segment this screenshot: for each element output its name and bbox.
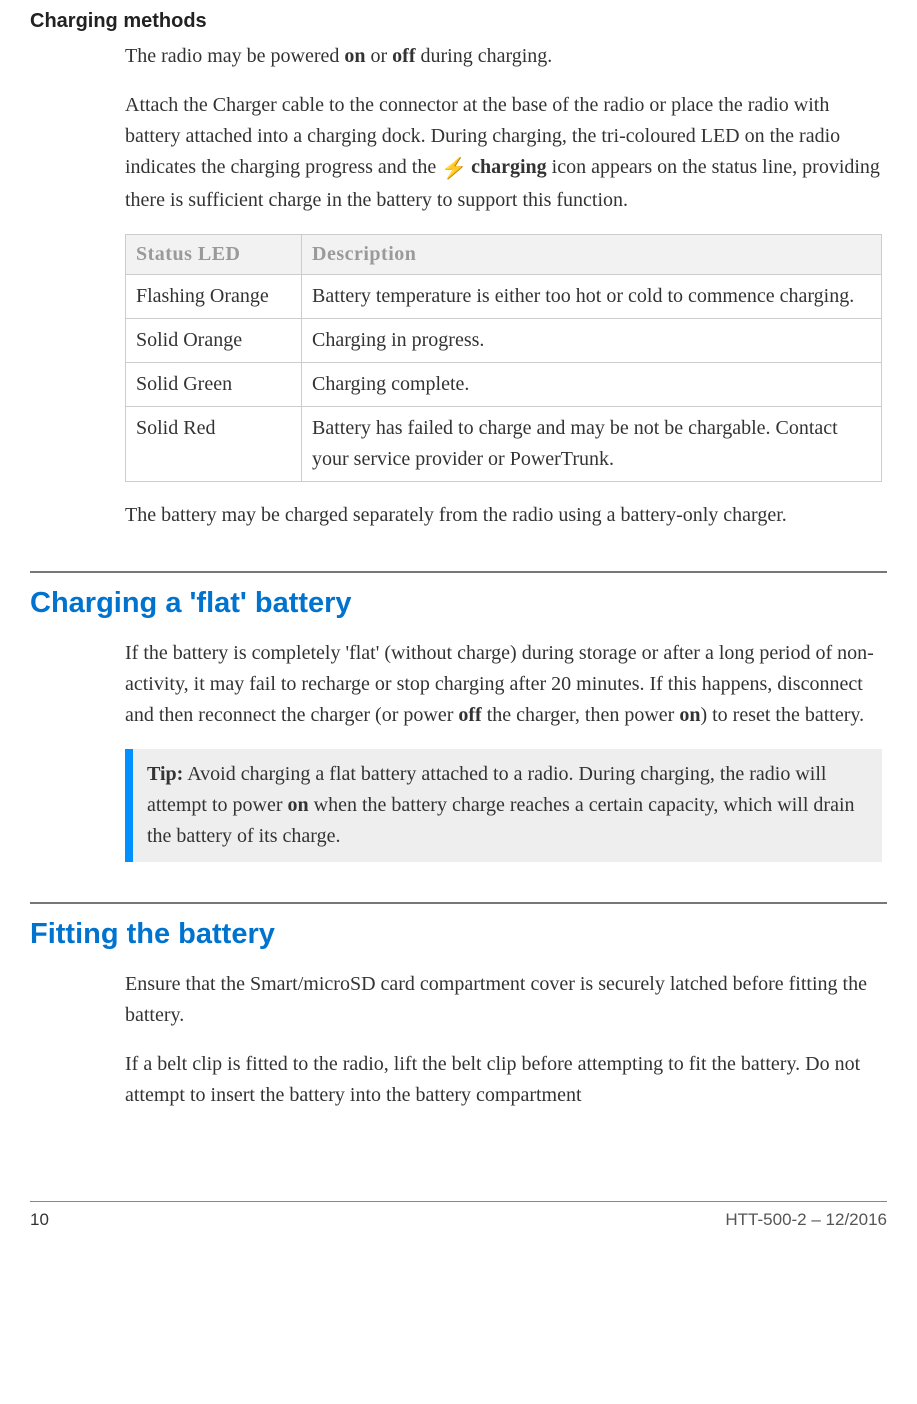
- led-cell: Solid Green: [126, 363, 302, 407]
- table-header-row: Status LED Description: [126, 235, 882, 275]
- section-divider: [30, 571, 887, 573]
- section-divider: [30, 902, 887, 904]
- page-footer: 10 HTT-500-2 – 12/2016: [30, 1201, 887, 1230]
- fitting-battery-heading: Fitting the battery: [30, 918, 887, 951]
- table-row: Solid Red Battery has failed to charge a…: [126, 407, 882, 482]
- on-bold: on: [679, 704, 700, 726]
- charging-icon: ⚡: [441, 154, 466, 185]
- col-status-led: Status LED: [126, 235, 302, 275]
- table-row: Solid Green Charging complete.: [126, 363, 882, 407]
- charging-flat-heading: Charging a 'flat' battery: [30, 587, 887, 620]
- desc-cell: Battery temperature is either too hot or…: [302, 275, 882, 319]
- tip-callout: Tip: Avoid charging a flat battery attac…: [125, 749, 882, 862]
- desc-cell: Charging in progress.: [302, 319, 882, 363]
- page-number: 10: [30, 1210, 49, 1230]
- fit-para-2: If a belt clip is fitted to the radio, l…: [125, 1049, 882, 1111]
- on-bold: on: [344, 45, 365, 67]
- off-bold: off: [392, 45, 415, 67]
- text: The radio may be powered: [125, 45, 344, 67]
- table-row: Solid Orange Charging in progress.: [126, 319, 882, 363]
- fit-para-1: Ensure that the Smart/microSD card compa…: [125, 969, 882, 1031]
- flat-para-1: If the battery is completely 'flat' (wit…: [125, 638, 882, 731]
- doc-id: HTT-500-2 – 12/2016: [725, 1210, 887, 1230]
- text: the charger, then power: [482, 704, 680, 726]
- tip-label: Tip:: [147, 763, 183, 785]
- led-cell: Flashing Orange: [126, 275, 302, 319]
- table-row: Flashing Orange Battery temperature is e…: [126, 275, 882, 319]
- charging-methods-heading: Charging methods: [30, 10, 887, 33]
- text: during charging.: [415, 45, 552, 67]
- on-bold: on: [288, 794, 309, 816]
- desc-cell: Battery has failed to charge and may be …: [302, 407, 882, 482]
- cm-para-1: The radio may be powered on or off durin…: [125, 41, 882, 72]
- off-bold: off: [458, 704, 481, 726]
- charging-bold: charging: [471, 156, 547, 178]
- led-cell: Solid Red: [126, 407, 302, 482]
- cm-para-3: The battery may be charged separately fr…: [125, 500, 882, 531]
- led-cell: Solid Orange: [126, 319, 302, 363]
- cm-para-2: Attach the Charger cable to the connecto…: [125, 90, 882, 216]
- col-description: Description: [302, 235, 882, 275]
- text: ) to reset the battery.: [700, 704, 864, 726]
- text: or: [365, 45, 392, 67]
- status-led-table: Status LED Description Flashing Orange B…: [125, 234, 882, 482]
- desc-cell: Charging complete.: [302, 363, 882, 407]
